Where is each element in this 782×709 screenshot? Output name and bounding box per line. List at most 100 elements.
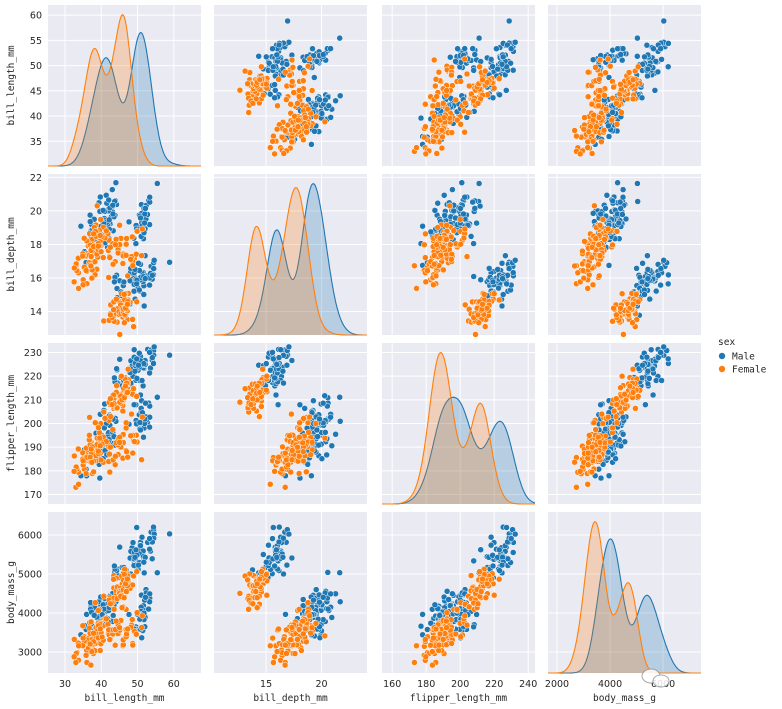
scatter-point-female — [495, 75, 503, 82]
y-tick-label: 220 — [24, 372, 42, 383]
scatter-point-male — [427, 228, 435, 236]
scatter-point-female — [461, 128, 468, 136]
scatter-point-female — [103, 615, 110, 623]
scatter-point-male — [605, 262, 613, 269]
scatter-point-female — [129, 449, 137, 457]
scatter-point-male — [138, 533, 146, 541]
scatter-point-female — [432, 82, 439, 90]
scatter-point-female — [75, 642, 82, 650]
scatter-point-female — [439, 636, 447, 643]
scatter-point-female — [245, 606, 252, 613]
scatter-point-female — [477, 588, 485, 595]
scatter-point-female — [129, 262, 137, 269]
scatter-point-male — [470, 240, 477, 247]
scatter-point-female — [601, 92, 608, 99]
scatter-point-female — [304, 599, 312, 606]
scatter-point-female — [607, 62, 614, 70]
scatter-point-female — [590, 111, 597, 119]
scatter-point-male — [424, 626, 431, 633]
scatter-point-female — [282, 68, 289, 76]
scatter-point-female — [86, 432, 93, 439]
scatter-point-female — [591, 202, 598, 210]
scatter-point-female — [430, 252, 438, 259]
scatter-point-female — [258, 568, 265, 575]
scatter-point-female — [479, 301, 486, 308]
scatter-point-male — [443, 588, 451, 595]
scatter-point-female — [588, 244, 596, 251]
scatter-point-female — [281, 127, 289, 134]
scatter-point-female — [96, 232, 104, 239]
scatter-point-female — [612, 413, 620, 420]
scatter-point-female — [596, 87, 604, 94]
scatter-point-male — [445, 596, 452, 603]
scatter-point-male — [140, 569, 148, 577]
legend: sex Male Female — [718, 337, 767, 376]
scatter-point-female — [106, 636, 114, 643]
scatter-point-female — [107, 600, 114, 608]
scatter-point-female — [430, 260, 438, 268]
scatter-point-male — [269, 349, 276, 356]
scatter-point-female — [294, 636, 301, 643]
scatter-point-male — [269, 45, 276, 52]
scatter-point-male — [327, 114, 334, 121]
scatter-point-female — [294, 100, 301, 107]
scatter-point-female — [133, 609, 141, 616]
scatter-point-female — [98, 633, 106, 641]
scatter-point-female — [450, 227, 458, 234]
scatter-point-female — [443, 617, 450, 625]
scatter-point-male — [328, 614, 336, 621]
scatter-point-female — [429, 661, 436, 669]
scatter-point-female — [595, 260, 602, 268]
scatter-point-female — [269, 138, 276, 145]
scatter-point-female — [263, 80, 270, 88]
scatter-point-male — [130, 346, 138, 353]
scatter-point-female — [119, 260, 127, 267]
scatter-point-male — [137, 214, 144, 222]
scatter-point-female — [588, 254, 596, 261]
scatter-point-male — [273, 51, 281, 59]
scatter-point-male — [111, 374, 118, 382]
scatter-point-female — [306, 413, 313, 421]
scatter-point-female — [457, 78, 464, 85]
scatter-point-female — [596, 56, 604, 64]
scatter-point-male — [154, 180, 161, 187]
scatter-point-female — [422, 100, 429, 108]
scatter-point-male — [280, 379, 287, 387]
y-tick-label: 40 — [30, 112, 42, 123]
scatter-point-female — [123, 588, 130, 595]
scatter-point-male — [141, 210, 149, 218]
scatter-point-male — [149, 354, 156, 361]
scatter-point-female — [439, 133, 446, 141]
scatter-point-male — [619, 211, 626, 218]
scatter-point-female — [116, 221, 123, 229]
scatter-point-female — [249, 600, 257, 608]
scatter-point-female — [127, 432, 134, 440]
scatter-point-female — [461, 55, 469, 63]
scatter-point-male — [141, 275, 149, 282]
scatter-point-male — [664, 355, 672, 363]
scatter-point-female — [288, 78, 296, 85]
scatter-point-female — [432, 625, 440, 633]
scatter-point-female — [461, 612, 469, 620]
scatter-point-male — [461, 193, 468, 201]
scatter-point-male — [296, 401, 304, 409]
scatter-point-male — [664, 63, 672, 71]
scatter-point-female — [585, 128, 593, 135]
scatter-point-female — [448, 71, 455, 79]
scatter-point-male — [316, 598, 323, 606]
scatter-point-male — [614, 45, 621, 52]
scatter-point-male — [489, 94, 497, 102]
scatter-point-female — [584, 144, 591, 151]
scatter-point-female — [422, 636, 429, 643]
scatter-point-female — [287, 100, 294, 108]
y-tick-label: 22 — [30, 173, 42, 184]
scatter-point-female — [581, 114, 588, 121]
x-tick-label: 240 — [519, 679, 537, 690]
scatter-point-male — [275, 354, 283, 361]
kde-line-female — [48, 14, 201, 167]
scatter-point-male — [431, 601, 439, 609]
scatter-point-female — [120, 291, 128, 298]
scatter-point-female — [288, 447, 296, 454]
scatter-point-male — [146, 281, 153, 289]
y-tick-label: 4000 — [18, 608, 42, 619]
